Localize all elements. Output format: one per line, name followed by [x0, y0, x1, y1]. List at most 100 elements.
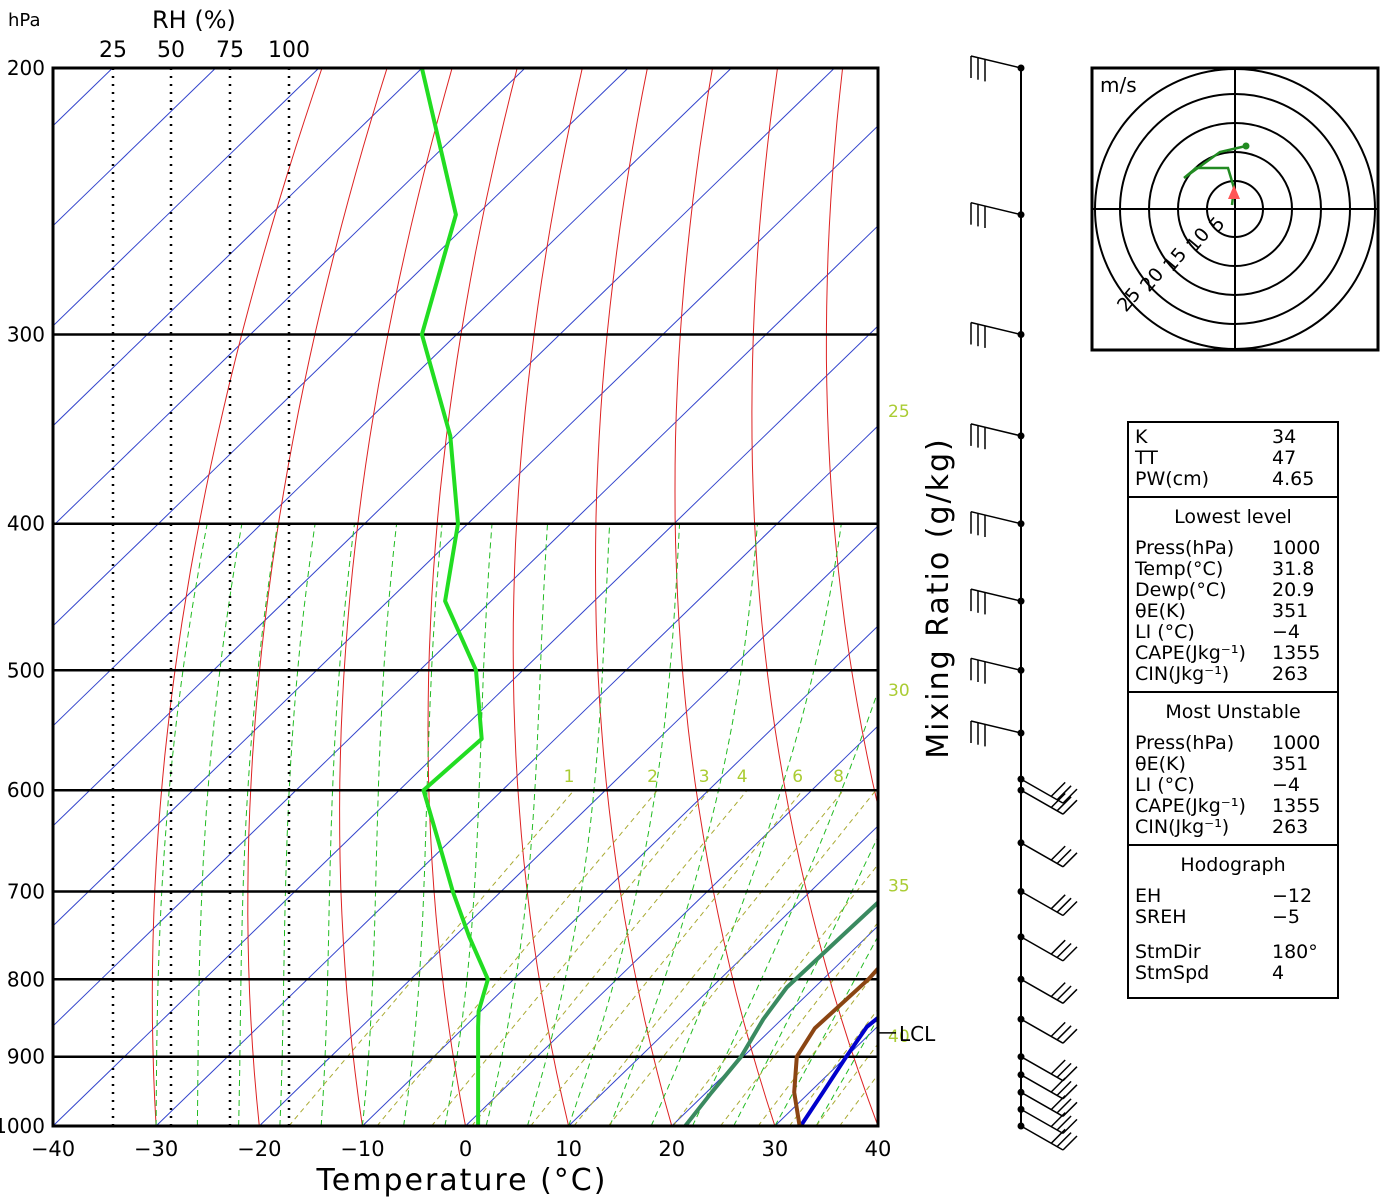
- mixing-ratio-tick-label: 2: [647, 767, 658, 787]
- stats-row-mu-cin: CIN(Jkg⁻¹) 263: [1135, 816, 1309, 838]
- dry-adiabat-line: [427, 68, 518, 1126]
- mixing-ratio-line: [471, 789, 748, 1126]
- moist-adiabat-line: [361, 523, 398, 1126]
- isotherm-line: [671, 925, 878, 1126]
- stats-header-lowest: Lowest level: [1174, 506, 1292, 528]
- isotherm-line: [53, 68, 629, 627]
- wind-barb-staff: [1020, 1018, 1064, 1044]
- pressure-tick-label: 900: [7, 1045, 45, 1069]
- mixing-ratio-axis-label: Mixing Ratio (g/kg): [921, 437, 956, 758]
- pressure-isobars: [53, 66, 878, 1128]
- wind-barb-feather: [1056, 785, 1072, 801]
- wind-barb-feather: [1056, 942, 1072, 959]
- wind-barb-feather: [1056, 1098, 1072, 1114]
- stats-row-dewp: Dewp(°C) 20.9: [1135, 579, 1315, 601]
- moist-adiabat-line: [568, 523, 681, 1126]
- pressure-tick-label: 600: [7, 778, 45, 802]
- stats-row-tt: TT 47: [1135, 447, 1297, 469]
- wind-barb-feather: [1056, 1062, 1072, 1078]
- temperature-tick-label: 20: [658, 1137, 685, 1161]
- temperature-tick-label: 40: [865, 1137, 892, 1161]
- wind-barb-feather: [1050, 1021, 1066, 1037]
- stats-row-cin: CIN(Jkg⁻¹) 263: [1135, 663, 1309, 685]
- temperature-tick-label: 0: [459, 1137, 472, 1161]
- dry-adiabat-line: [339, 68, 453, 1126]
- stats-table: K 34 TT 47 PW(cm) 4.65 Lowest level Press(h…: [1127, 421, 1339, 999]
- stats-row-thetae: θE(K) 351: [1135, 600, 1309, 622]
- lcl-label: LCL: [899, 1022, 936, 1046]
- mixing-ratio-line: [720, 921, 878, 1126]
- moist-adiabat-line: [279, 523, 316, 1126]
- wind-barb-feather: [1050, 1077, 1066, 1093]
- wind-barb-staff: [1020, 936, 1064, 962]
- moist-adiabat-line: [320, 523, 355, 1126]
- mixing-ratio-line: [815, 1043, 878, 1126]
- wind-barb-feather: [1050, 845, 1066, 861]
- stats-row-cape: CAPE(Jkg⁻¹) 1355: [1135, 642, 1321, 664]
- isotherm-line: [155, 425, 878, 1126]
- parcel-line: [792, 965, 878, 1126]
- dry-adiabat-line: [247, 68, 388, 1126]
- mixing-ratio-tick-label: 40: [888, 1027, 910, 1047]
- mixing-ratio-line: [573, 789, 844, 1126]
- wind-barb-feather: [1062, 900, 1078, 917]
- dry-adiabat-line: [512, 68, 583, 1126]
- dewpoint-line: [683, 899, 878, 1126]
- wind-barb-feather: [1050, 894, 1066, 910]
- lcl-marker: LCL: [878, 1022, 936, 1046]
- mixing-ratio-line: [608, 789, 877, 1126]
- storm-motion-marker: [1228, 185, 1240, 199]
- temperature-axis-label: Temperature (°C): [316, 1163, 608, 1198]
- moist-adiabat-line: [526, 523, 611, 1126]
- stats-gap: [1129, 928, 1337, 942]
- wind-barb-staff: [970, 588, 1022, 602]
- moist-adiabat-line: [650, 523, 842, 1126]
- wind-barb-feather: [1056, 848, 1072, 865]
- pressure-unit-label: hPa: [8, 10, 40, 31]
- wind-barb-feather: [1050, 1095, 1066, 1111]
- dry-adiabat-line: [825, 68, 878, 809]
- wind-barb-staff: [1020, 890, 1064, 917]
- temperature-tick-label: −10: [340, 1137, 384, 1161]
- wind-barb-feather: [1050, 982, 1066, 998]
- moist-adiabat-line: [403, 523, 443, 1126]
- wind-barb-feather: [1062, 946, 1078, 962]
- temperature-tick-label: 30: [762, 1137, 789, 1161]
- dry-adiabat-line: [594, 68, 673, 1126]
- stats-hodograph: Hodograph EH −12 SREH −5 StmDir 180° StmSpd…: [1129, 846, 1337, 990]
- pressure-tick-label: 400: [7, 512, 45, 536]
- stats-row-eh: EH −12: [1135, 885, 1313, 907]
- pressure-tick-label: 1000: [0, 1114, 45, 1138]
- rh-reference-lines: [111, 68, 291, 1126]
- stats-row-li: LI (°C) −4: [1135, 621, 1301, 643]
- wind-barb-feather: [1056, 985, 1072, 1001]
- pressure-tick-label: 800: [7, 967, 45, 991]
- mixing-ratio-tick-label: 4: [737, 767, 748, 787]
- wind-barb-staff: [970, 321, 1022, 336]
- wind-barb-staff: [1020, 789, 1064, 815]
- wind-barb-staff: [970, 510, 1022, 525]
- mixing-ratio-tick-label: 10: [888, 0, 910, 5]
- pressure-tick-label: 300: [7, 323, 45, 347]
- wind-barb-staff: [1020, 1091, 1064, 1117]
- mixing-ratio-line: [789, 1008, 878, 1126]
- moist-adiabat-line: [485, 523, 548, 1126]
- mixing-ratio-tick-label: 15: [888, 0, 910, 5]
- wind-barb-feather: [1050, 1112, 1066, 1128]
- stats-row-k: K 34: [1135, 426, 1297, 448]
- rh-tick-label: 25: [99, 38, 127, 63]
- stats-row-mu-cape: CAPE(Jkg⁻¹) 1355: [1135, 795, 1321, 817]
- dry-adiabat-line: [751, 68, 878, 1126]
- wind-barb-staff: [1020, 1074, 1064, 1100]
- wind-barb-staff: [1020, 778, 1064, 804]
- dry-adiabat-line: [674, 68, 776, 1126]
- wind-barb-feather: [1056, 1115, 1072, 1131]
- mixing-ratio-tick-label: 25: [888, 402, 910, 422]
- stats-header-unstable: Most Unstable: [1165, 701, 1301, 723]
- isotherm-line: [53, 68, 423, 427]
- wind-barb-feather: [1050, 781, 1066, 797]
- wind-barb-staff: [970, 720, 1022, 734]
- axis-labels: 1234681015202530354020030040050060070080…: [0, 0, 910, 1161]
- wind-barb-staff: [1020, 1125, 1064, 1151]
